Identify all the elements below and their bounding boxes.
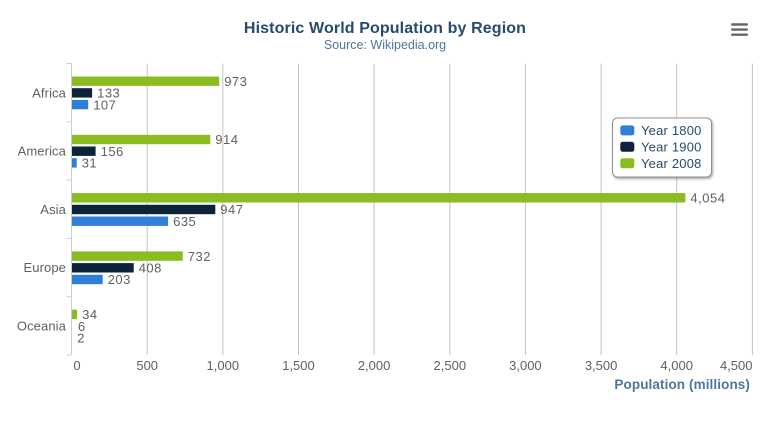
svg-text:31: 31 [82, 156, 97, 171]
svg-text:635: 635 [173, 214, 196, 229]
svg-text:America: America [18, 144, 67, 159]
svg-text:2,000: 2,000 [358, 358, 391, 373]
svg-text:Asia: Asia [40, 202, 66, 217]
svg-text:2: 2 [77, 331, 85, 346]
svg-text:0: 0 [73, 358, 80, 373]
svg-text:Population (millions): Population (millions) [614, 377, 750, 392]
svg-text:732: 732 [188, 249, 211, 264]
svg-text:Year 1900: Year 1900 [641, 140, 702, 155]
svg-text:133: 133 [97, 86, 120, 101]
svg-text:Year 1800: Year 1800 [641, 123, 702, 138]
svg-text:107: 107 [93, 97, 116, 112]
svg-text:Year 2008: Year 2008 [641, 156, 702, 171]
svg-text:Africa: Africa [32, 85, 66, 100]
svg-text:1,000: 1,000 [207, 358, 240, 373]
svg-text:Source: Wikipedia.org: Source: Wikipedia.org [324, 38, 446, 52]
svg-text:500: 500 [136, 358, 158, 373]
svg-text:4,054: 4,054 [690, 191, 725, 206]
svg-text:Oceania: Oceania [17, 319, 67, 334]
svg-text:Historic World Population by R: Historic World Population by Region [244, 20, 526, 37]
svg-text:34: 34 [82, 307, 97, 322]
svg-text:914: 914 [215, 132, 238, 147]
svg-text:6: 6 [78, 319, 86, 334]
svg-text:156: 156 [101, 144, 124, 159]
svg-text:2,500: 2,500 [434, 358, 467, 373]
svg-text:3,000: 3,000 [509, 358, 542, 373]
svg-text:Europe: Europe [23, 260, 66, 275]
svg-text:4,000: 4,000 [660, 358, 693, 373]
svg-text:4,500: 4,500 [720, 358, 753, 373]
svg-text:408: 408 [139, 261, 162, 276]
svg-text:203: 203 [108, 272, 131, 287]
svg-text:973: 973 [224, 74, 247, 89]
svg-text:3,500: 3,500 [585, 358, 618, 373]
svg-text:1,500: 1,500 [282, 358, 315, 373]
svg-text:947: 947 [220, 202, 243, 217]
